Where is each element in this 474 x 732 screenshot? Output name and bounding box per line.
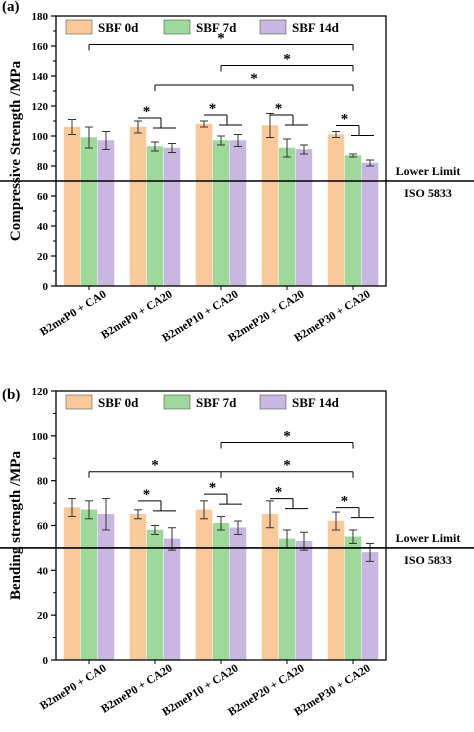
bar	[212, 523, 230, 661]
y-tick-label: 120	[32, 101, 49, 113]
reference-label-bottom: ISO 5833	[404, 553, 452, 567]
legend-label: SBF 7d	[196, 395, 237, 410]
y-tick-label: 80	[37, 161, 49, 173]
legend-swatch	[163, 394, 191, 410]
panel-compressive-strength: (a) 0 20 40 60 80 100 120 140 160 180 Compressive S…	[0, 0, 474, 345]
legend-swatch	[65, 394, 93, 410]
bar	[163, 147, 181, 287]
bar	[229, 140, 247, 287]
y-tick-label: 0	[43, 281, 49, 293]
sig-star: *	[143, 104, 151, 120]
bar	[97, 514, 115, 661]
bar	[212, 140, 230, 287]
y-tick-label: 80	[37, 476, 49, 488]
legend-label: SBF 7d	[196, 20, 237, 35]
reference-label-bottom: ISO 5833	[404, 186, 452, 200]
bar	[344, 155, 362, 287]
reference-label-top: Lower Limit	[396, 531, 461, 545]
bar	[129, 126, 147, 287]
legend-swatch	[65, 19, 93, 35]
sig-star: *	[151, 458, 159, 474]
bar	[295, 149, 313, 287]
bar	[261, 125, 279, 287]
legend-label: SBF 14d	[292, 395, 340, 410]
bar	[80, 137, 98, 287]
bar	[295, 540, 313, 661]
legend-label: SBF 14d	[292, 20, 340, 35]
y-tick-label: 100	[32, 431, 49, 443]
bar	[327, 520, 345, 661]
legend-swatch	[259, 19, 287, 35]
bar	[146, 146, 164, 287]
sig-star: *	[283, 429, 291, 445]
bar	[278, 538, 296, 661]
y-tick-label: 0	[43, 655, 49, 667]
bar	[327, 134, 345, 287]
sig-star: *	[209, 101, 217, 117]
bar	[146, 529, 164, 661]
sig-star: *	[283, 458, 291, 474]
bar	[195, 123, 213, 287]
bar	[361, 552, 379, 661]
y-tick-label: 40	[37, 565, 49, 577]
sig-star: *	[143, 487, 151, 503]
bar	[195, 509, 213, 661]
bar	[97, 140, 115, 287]
y-axis-label: Compressive Strength /MPa	[8, 60, 24, 241]
legend-swatch	[163, 19, 191, 35]
y-tick-label: 180	[32, 11, 49, 23]
y-tick-label: 60	[37, 521, 49, 533]
sig-star: *	[283, 52, 291, 68]
legend-swatch	[259, 394, 287, 410]
y-tick-label: 20	[37, 251, 49, 263]
sig-star: *	[341, 112, 349, 128]
reference-label-top: Lower Limit	[396, 164, 461, 178]
y-tick-label: 120	[32, 386, 49, 398]
y-tick-label: 40	[37, 221, 49, 233]
panel-label: (a)	[2, 0, 20, 15]
bar	[278, 147, 296, 287]
legend-label: SBF 0d	[98, 20, 139, 35]
bar	[261, 514, 279, 661]
y-axis-label: Bending strength /MPa	[8, 451, 24, 600]
bar	[63, 507, 81, 661]
y-tick-label: 60	[37, 191, 49, 203]
bar	[344, 536, 362, 661]
sig-star: *	[209, 480, 217, 496]
panel-label: (b)	[2, 387, 20, 403]
bar	[80, 509, 98, 661]
bar	[129, 514, 147, 661]
sig-star: *	[250, 71, 258, 87]
bar	[163, 538, 181, 661]
y-tick-label: 100	[32, 131, 49, 143]
sig-star: *	[341, 494, 349, 510]
sig-star: *	[275, 485, 283, 501]
legend-label: SBF 0d	[98, 395, 139, 410]
y-tick-label: 160	[32, 41, 49, 53]
y-tick-label: 20	[37, 610, 49, 622]
sig-star: *	[275, 101, 283, 117]
sig-star: *	[217, 31, 225, 47]
y-tick-label: 140	[32, 71, 49, 83]
bar	[63, 126, 81, 287]
